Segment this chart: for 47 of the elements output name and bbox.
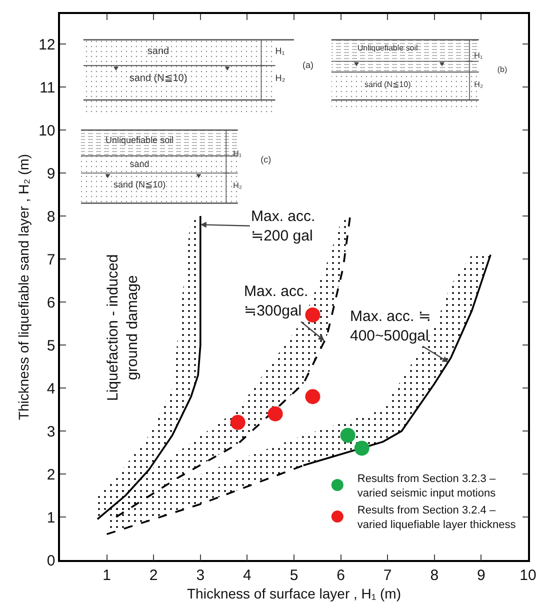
y-tick-label: 1 xyxy=(46,509,56,526)
x-tick-label: 6 xyxy=(336,566,345,584)
y-tick-label: 0 xyxy=(46,552,56,570)
x-tick-label: 9 xyxy=(477,566,486,584)
y-tick-label: 2 xyxy=(46,466,56,484)
annotation: Unliquefiable soil xyxy=(357,44,418,52)
annotation: (b) xyxy=(497,65,508,74)
annotation: H₁ xyxy=(233,148,242,158)
annotation: H₂ xyxy=(233,181,242,190)
annotation: Unliquefiable soil xyxy=(106,135,174,146)
y-tick-label: 10 xyxy=(38,122,56,140)
x-tick-label: 3 xyxy=(196,566,205,584)
x-tick-label: 8 xyxy=(430,566,439,584)
annotation: H₂ xyxy=(275,72,286,83)
annotation: H₁ xyxy=(474,51,483,60)
annotation: Max. acc. ≒200 gal xyxy=(251,208,316,244)
x-tick-label: 4 xyxy=(243,566,252,584)
x-axis-title: Thickness of surface layer , H₁ (m) xyxy=(187,586,401,602)
annotation: sand (N≦10) xyxy=(114,179,166,190)
y-tick-label: 11 xyxy=(40,79,56,96)
y-tick-label: 5 xyxy=(46,337,56,354)
annotation: (c) xyxy=(260,154,272,165)
legend-label: Results from Section 3.2.4 – varied liquefiable layer thickness xyxy=(357,504,516,531)
annotation: sand (N≦10) xyxy=(364,80,412,90)
annotation: sand xyxy=(147,46,170,58)
annotation: (a) xyxy=(302,60,314,70)
y-tick-label: 4 xyxy=(46,380,56,398)
annotation: H₁ xyxy=(275,46,285,56)
x-tick-label: 1 xyxy=(102,566,111,584)
annotation: sand (N≦10) xyxy=(129,73,188,84)
annotation: sand xyxy=(130,158,150,169)
annotation: Max. acc. ≒ 400~500gal xyxy=(350,308,431,344)
annotation: Max. acc. ≒300gal xyxy=(244,283,308,320)
x-tick-label: 7 xyxy=(383,566,392,584)
y-tick-label: 9 xyxy=(46,165,56,182)
y-tick-label: 8 xyxy=(46,208,56,226)
y-tick-label: 12 xyxy=(38,36,56,54)
x-tick-label: 5 xyxy=(290,566,298,584)
x-tick-label: 2 xyxy=(149,566,158,584)
x-tick-label: 10 xyxy=(520,566,536,584)
y-tick-label: 6 xyxy=(46,294,56,312)
y-tick-label: 7 xyxy=(46,251,56,268)
legend-label: Results from Section 3.2.3 – varied seismic input motions xyxy=(357,473,496,500)
annotation: H₂ xyxy=(474,80,484,90)
y-axis-title: Thickness of liquefiable sand layer , H₂ (m) xyxy=(16,154,32,420)
y-tick-label: 3 xyxy=(46,423,56,440)
annotation: Liquefaction - induced ground damage xyxy=(104,254,141,402)
